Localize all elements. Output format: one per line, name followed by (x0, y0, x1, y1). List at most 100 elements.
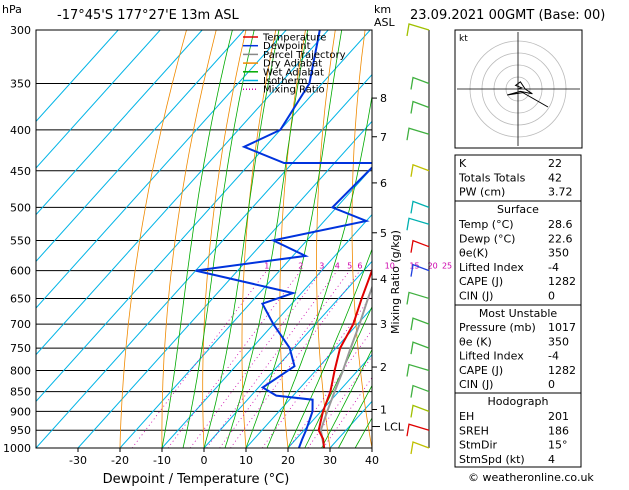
mixing-ratio-label: 5 (347, 262, 352, 271)
isotherm-line (36, 30, 287, 309)
index-row-label: K (459, 157, 467, 170)
mixing-ratio-label: 6 (357, 262, 362, 271)
legend-label: Isotherm (263, 76, 307, 87)
temperature-series (317, 266, 372, 448)
isotherm-line (287, 353, 372, 448)
wind-barb (406, 291, 430, 305)
pressure-tick-label: 800 (10, 365, 31, 378)
dry-adiabat-line (420, 30, 456, 448)
pressure-tick-label: 600 (10, 265, 31, 278)
legend-label: Parcel Trajectory (263, 50, 346, 61)
wind-barb (406, 363, 430, 377)
mixing-ratio-line (230, 270, 361, 448)
most-unstable-title: Most Unstable (479, 307, 558, 320)
pressure-tick-label: 1000 (3, 442, 31, 455)
most-unstable-row-value: 1017 (548, 321, 576, 334)
index-row-label: PW (cm) (459, 186, 505, 199)
wet-adiabat-line (245, 30, 343, 448)
hodograph-trace (507, 81, 549, 108)
wind-barbs (406, 23, 430, 455)
dry-adiabat-grid (119, 30, 456, 448)
pressure-tick-label: 500 (10, 201, 31, 214)
most-unstable-row-value: -4 (548, 350, 559, 363)
most-unstable-row-label: Pressure (mb) (459, 321, 536, 334)
surface-row-value: 28.6 (548, 218, 573, 231)
most-unstable-box (454, 304, 582, 394)
mixing-ratio-label: 3 (319, 262, 324, 271)
mixing-ratio-label: 25 (442, 262, 452, 271)
pressure-tick-label: 450 (10, 165, 31, 178)
mixing-ratio-line (206, 270, 338, 448)
km-tick-label: 8 (380, 92, 387, 105)
x-tick-label: 20 (281, 454, 295, 467)
isotherm-line (36, 30, 245, 263)
most-unstable-row-label: θe (K) (459, 335, 492, 348)
x-tick-label: 10 (239, 454, 253, 467)
mixing-ratio-line (219, 270, 350, 448)
mixing-ratio-line (131, 270, 268, 448)
surface-row-value: 1282 (548, 275, 576, 288)
hodograph-param-row-value: 201 (548, 410, 569, 423)
index-row-value: 22 (548, 157, 562, 170)
legend-label: Temperature (262, 33, 326, 44)
dry-adiabat-line (351, 30, 372, 448)
wind-barb (410, 200, 430, 214)
hodograph-param-row-label: EH (459, 410, 474, 423)
wet-adiabat-line (338, 384, 372, 448)
hodograph-params-title: Hodograph (488, 395, 549, 408)
mixing-ratio-axis-label: Mixing Ratio (g/kg) (389, 230, 402, 334)
datetime-title: 23.09.2021 00GMT (Base: 00) (410, 8, 605, 23)
pressure-tick-label: 400 (10, 124, 31, 137)
hodograph-param-row-value: 4 (548, 453, 555, 466)
wind-barb (406, 127, 430, 141)
isotherm-line (119, 167, 372, 448)
surface-row-value: -4 (548, 261, 559, 274)
mixing-ratio-label: 1 (264, 262, 269, 271)
wind-barb (406, 23, 430, 37)
index-row-label: Totals Totals (458, 171, 526, 184)
wind-barb (410, 239, 430, 253)
mixing-ratio-label: 20 (428, 262, 438, 271)
x-tick-label: -10 (153, 454, 171, 467)
km-tick-label: 3 (380, 318, 387, 331)
isotherm-line (36, 30, 203, 216)
asl-unit-label: ASL (374, 16, 396, 29)
mixing-ratio-label: 10 (385, 262, 395, 271)
most-unstable-row-label: Lifted Index (459, 350, 524, 363)
surface-row-value: 22.6 (548, 232, 573, 245)
most-unstable-row-value: 1282 (548, 364, 576, 377)
km-tick-label: 2 (380, 361, 387, 374)
hodograph-param-row-label: SREH (459, 424, 489, 437)
surface-row-label: Temp (°C) (458, 218, 514, 231)
wind-barb (410, 317, 430, 331)
wet-adiabat-line (224, 30, 309, 448)
wet-adiabat-line (203, 30, 280, 448)
surface-row-label: Lifted Index (459, 261, 524, 274)
wet-adiabat-line (182, 30, 255, 448)
isotherm-line (77, 120, 372, 448)
wind-barb (406, 217, 430, 231)
wind-barb (410, 384, 430, 398)
dry-adiabat-line (119, 30, 187, 448)
dry-adiabat-line (316, 30, 336, 448)
dewpoint-series (195, 30, 372, 448)
wind-barb (410, 441, 430, 455)
isotherm-grid (36, 30, 372, 448)
dry-adiabat-line (202, 30, 247, 448)
wind-barb (410, 163, 430, 177)
hodograph-param-row-value: 15° (548, 439, 568, 452)
wind-barb (406, 423, 430, 437)
isotherm-line (203, 260, 372, 448)
surface-row-value: 350 (548, 247, 569, 260)
dry-adiabat-line (241, 30, 277, 448)
hodograph-plot (457, 32, 580, 146)
pressure-tick-label: 850 (10, 386, 31, 399)
temperature-line (317, 266, 372, 448)
mixing-ratio-label: 4 (335, 262, 340, 271)
index-row-value: 42 (548, 171, 562, 184)
wet-adiabat-line (161, 30, 233, 448)
mixing-ratio-labels: 1 2 3 4 5 6 10 15 20 25 (264, 262, 452, 271)
legend-label: Dewpoint (263, 41, 311, 52)
